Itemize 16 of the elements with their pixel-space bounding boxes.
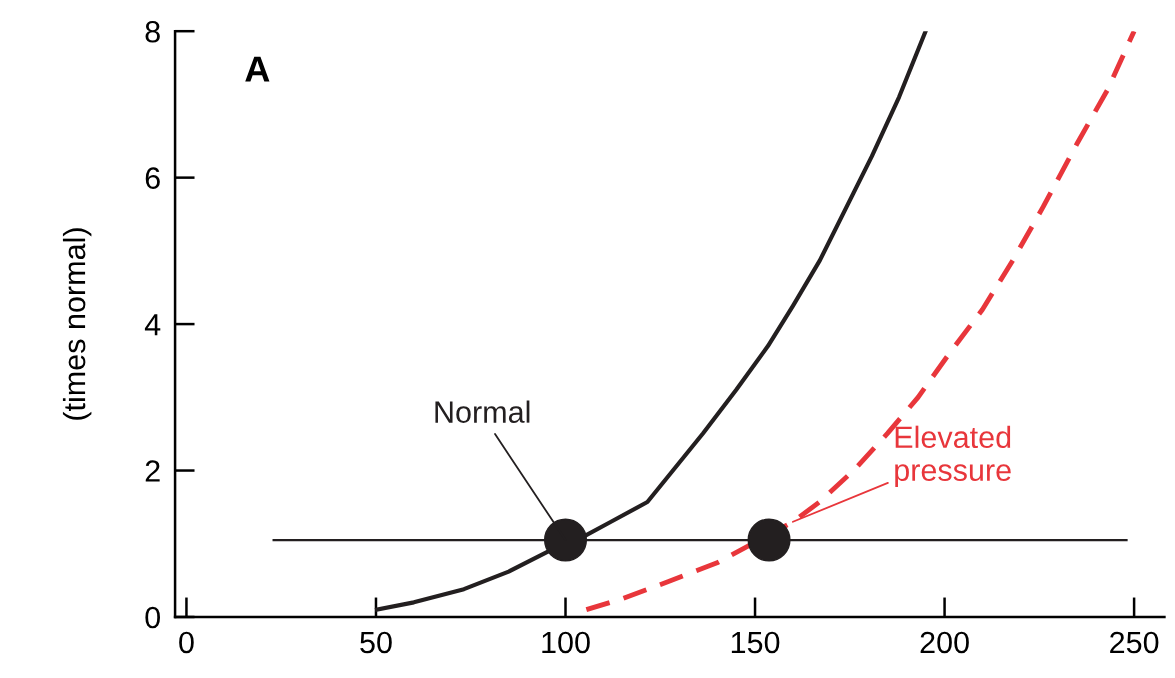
y-tick-label: 2 bbox=[145, 460, 160, 482]
line-series bbox=[583, 31, 1137, 613]
x-tick-label: 0 bbox=[179, 631, 194, 654]
annotation: Normal bbox=[435, 400, 530, 423]
y-tick-label: 8 bbox=[145, 20, 160, 43]
y-tick-label: 0 bbox=[145, 606, 160, 629]
x-tick-label: 150 bbox=[731, 631, 780, 654]
annotation: A bbox=[245, 56, 270, 82]
x-tick-label: 100 bbox=[542, 631, 590, 654]
x-tick-label: 250 bbox=[1110, 631, 1159, 654]
x-tick-label: 50 bbox=[360, 631, 392, 654]
y-tick-label: 4 bbox=[144, 314, 161, 336]
y-tick-label: 6 bbox=[145, 167, 160, 190]
x-tick-label: 200 bbox=[920, 631, 969, 654]
annotation: Elevated pressure bbox=[895, 425, 1011, 488]
y-axis-title: (times normal) bbox=[62, 228, 92, 420]
